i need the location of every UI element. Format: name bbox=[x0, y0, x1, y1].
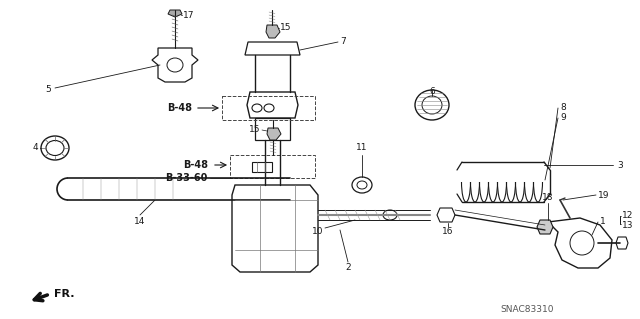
Text: 6: 6 bbox=[429, 87, 435, 97]
Text: 15: 15 bbox=[248, 125, 260, 135]
Text: 16: 16 bbox=[442, 227, 454, 236]
Text: 5: 5 bbox=[45, 85, 51, 94]
Text: 4: 4 bbox=[33, 144, 38, 152]
Text: SNAC83310: SNAC83310 bbox=[500, 306, 554, 315]
Polygon shape bbox=[267, 128, 281, 140]
Text: B-48: B-48 bbox=[167, 103, 192, 113]
Bar bbox=[230, 155, 315, 178]
Text: FR.: FR. bbox=[54, 289, 74, 299]
Bar bbox=[222, 96, 315, 120]
Polygon shape bbox=[537, 220, 553, 234]
Text: 18: 18 bbox=[542, 194, 554, 203]
Text: 13: 13 bbox=[622, 220, 634, 229]
Bar bbox=[252, 162, 272, 172]
Text: 2: 2 bbox=[345, 263, 351, 272]
Text: 3: 3 bbox=[617, 160, 623, 169]
Text: 1: 1 bbox=[600, 218, 605, 226]
Text: B-48: B-48 bbox=[183, 160, 208, 170]
Text: 15: 15 bbox=[280, 24, 291, 33]
Text: 10: 10 bbox=[312, 227, 324, 236]
Text: 19: 19 bbox=[598, 190, 609, 199]
Text: 14: 14 bbox=[134, 218, 146, 226]
Text: 9: 9 bbox=[560, 114, 566, 122]
Polygon shape bbox=[266, 25, 280, 38]
Text: 11: 11 bbox=[356, 144, 368, 152]
Polygon shape bbox=[168, 10, 182, 17]
Text: 7: 7 bbox=[340, 38, 346, 47]
Text: 17: 17 bbox=[183, 11, 195, 19]
Text: 12: 12 bbox=[622, 211, 634, 219]
Text: 8: 8 bbox=[560, 103, 566, 113]
Text: B-33-60: B-33-60 bbox=[166, 173, 208, 183]
Bar bbox=[255, 118, 290, 140]
